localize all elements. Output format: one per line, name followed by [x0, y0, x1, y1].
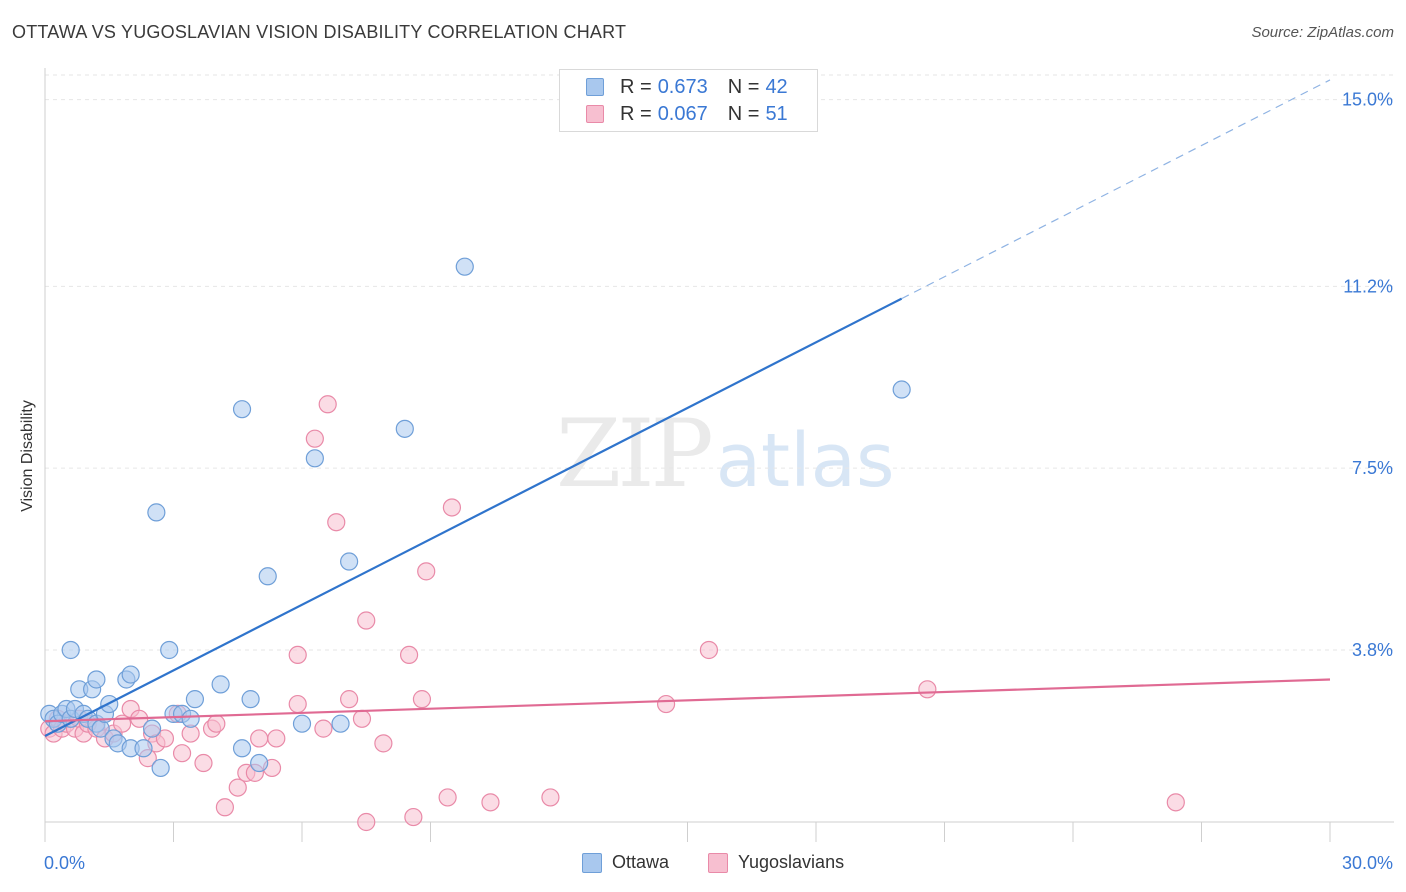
ottawa-point	[147, 503, 166, 522]
legend-n-label: N =	[727, 75, 760, 98]
ottawa-point	[292, 714, 312, 733]
ottawa-point	[185, 690, 205, 709]
yugoslavian-point	[267, 729, 286, 748]
legend-n-label: N =	[727, 102, 760, 125]
y-tick-label: 3.8%	[1352, 640, 1393, 660]
ottawa-point	[211, 675, 230, 694]
x-tick-label: 0.0%	[44, 853, 85, 873]
series-legend: Ottawa Yugoslavians	[0, 852, 1406, 878]
ottawa-point	[232, 739, 252, 758]
ottawa-point	[331, 714, 350, 733]
yugoslavian-point	[318, 395, 337, 414]
yugoslavian-point	[699, 640, 719, 660]
ottawa-point	[181, 709, 200, 728]
axis-layer	[44, 68, 1394, 842]
ottawa-point	[892, 380, 911, 399]
yugoslavian-point	[327, 513, 346, 532]
yugoslavian-point	[305, 429, 324, 448]
legend-label-yugoslavians: Yugoslavians	[738, 852, 845, 872]
ottawa-point	[250, 753, 269, 773]
yugoslavians-legend-swatch	[708, 852, 728, 873]
ottawa-point	[160, 640, 179, 660]
ottawa-point	[455, 257, 474, 276]
yugoslavian-point	[438, 788, 457, 807]
ottawa-point	[151, 758, 170, 778]
legend-r-label: R =	[620, 102, 652, 125]
yugoslavian-point	[357, 611, 376, 630]
ottawa-swatch	[586, 78, 604, 96]
ottawa-point	[87, 670, 106, 689]
legend-n-value: 51	[765, 102, 788, 125]
y-tick-label: 7.5%	[1352, 458, 1393, 478]
yugoslavian-point	[352, 709, 372, 728]
ottawa-point	[121, 665, 140, 684]
legend-r-value: 0.673	[657, 75, 708, 98]
yugoslavian-point	[412, 690, 432, 709]
ottawa-point	[61, 640, 80, 660]
yugoslavian-point	[656, 694, 676, 714]
yugoslavian-point	[481, 793, 500, 812]
legend-item-ottawa[interactable]: Ottawa	[582, 852, 669, 873]
ottawa-point	[134, 739, 153, 758]
ottawa-point	[232, 400, 252, 419]
yugoslavian-point	[357, 812, 376, 832]
grid-layer	[45, 74, 1394, 651]
legend-row-yugoslavians: R = 0.067 N = 51	[586, 102, 788, 126]
yugoslavian-point	[1166, 793, 1185, 812]
y-tick-label: 11.2%	[1343, 276, 1393, 296]
watermark-atlas: atlas	[715, 418, 895, 504]
tick-label-layer: 3.8% 7.5% 11.2% 15.0% 0.0% 30.0%	[44, 90, 1393, 873]
ottawa-point	[241, 690, 260, 709]
y-tick-label: 15.0%	[1342, 90, 1393, 110]
legend-label-ottawa: Ottawa	[612, 852, 670, 872]
chart-title: OTTAWA VS YUGOSLAVIAN VISION DISABILITY …	[12, 22, 627, 42]
ottawa-point	[305, 449, 324, 468]
yugoslavian-point	[215, 798, 234, 817]
watermark-zip: ZIP	[556, 400, 714, 509]
ottawa-point	[142, 719, 162, 738]
yugoslavian-point	[288, 694, 307, 714]
yugoslavian-trend-line	[44, 678, 1331, 723]
x-tick-label: 30.0%	[1342, 853, 1393, 873]
yugoslavian-point	[340, 690, 359, 709]
ottawa-point	[395, 419, 414, 438]
yugoslavian-point	[250, 729, 269, 748]
yugoslavian-point	[417, 562, 436, 581]
ottawa-trend-line	[44, 297, 903, 737]
yugoslavian-point	[194, 753, 213, 773]
yugoslavian-point	[541, 788, 560, 807]
source-label: Source: ZipAtlas.com	[1251, 24, 1394, 41]
ottawa-point	[340, 552, 359, 571]
watermark: ZIPatlas	[556, 400, 895, 509]
yugoslavians-swatch	[586, 105, 604, 123]
yugoslavian-point	[314, 719, 333, 738]
yugoslavian-point	[442, 498, 462, 517]
yugoslavian-point	[374, 734, 393, 753]
yugoslavian-point	[172, 744, 192, 763]
points-layer	[40, 257, 1185, 832]
yugoslavian-point	[207, 714, 226, 733]
yugoslavian-point	[228, 778, 247, 797]
legend-item-yugoslavians[interactable]: Yugoslavians	[708, 852, 844, 873]
trend-layer	[44, 79, 1331, 737]
legend-r-label: R =	[620, 75, 652, 98]
ottawa-point	[258, 567, 277, 586]
yugoslavian-point	[288, 645, 307, 665]
ottawa-trend-extension	[901, 79, 1331, 300]
yugoslavian-point	[155, 729, 175, 748]
ottawa-legend-swatch	[582, 852, 602, 873]
yugoslavian-point	[399, 645, 419, 665]
legend-r-value: 0.067	[657, 102, 708, 125]
correlation-legend: R = 0.673 N = 42 R = 0.067 N = 51	[559, 69, 818, 132]
yugoslavian-point	[918, 680, 937, 699]
yugoslavian-point	[404, 807, 423, 827]
legend-row-ottawa: R = 0.673 N = 42	[586, 75, 788, 99]
legend-n-value: 42	[765, 75, 788, 98]
